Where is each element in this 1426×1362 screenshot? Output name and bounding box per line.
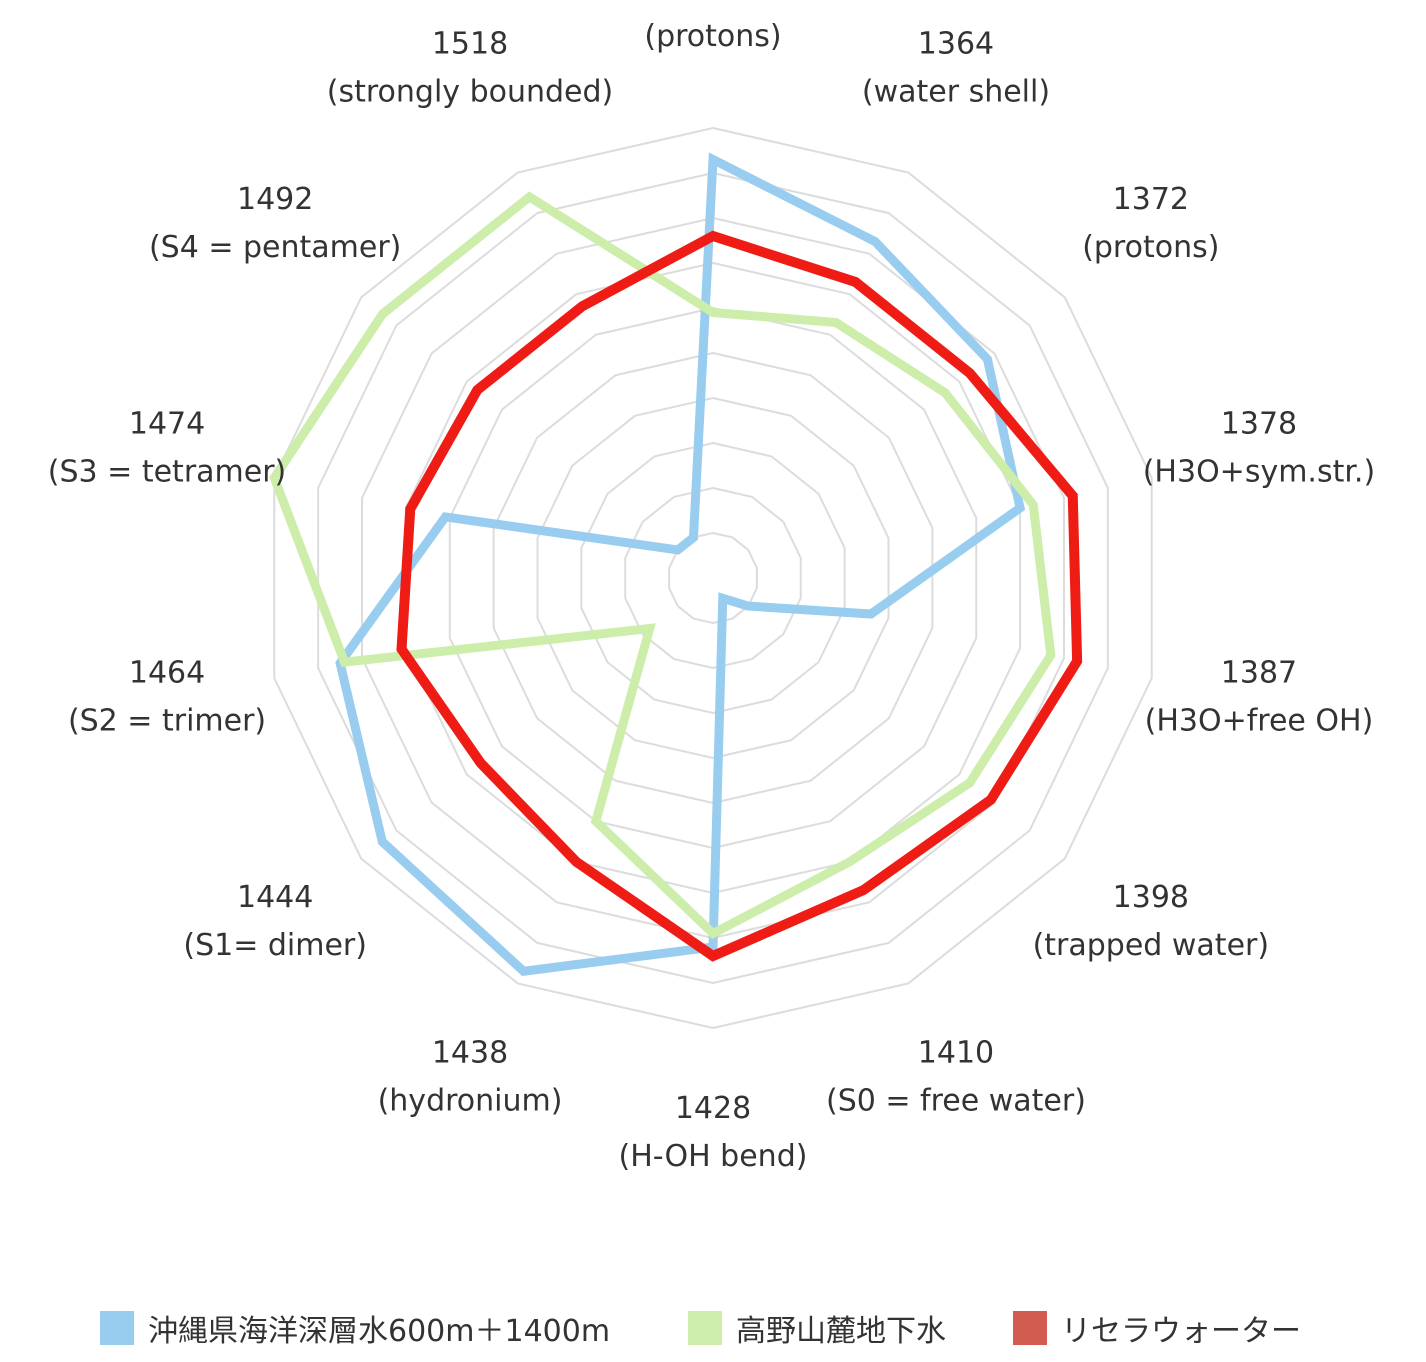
axis-label-value-9: 1444: [237, 880, 313, 915]
axis-label-desc-10: (S2 = trimer): [68, 704, 266, 739]
grid-ring-2: [624, 486, 802, 670]
radar-series: [269, 152, 1083, 977]
axis-label-value-2: 1372: [1113, 182, 1189, 217]
axis-label-desc-0: (protons): [644, 19, 781, 54]
radar-chart: 1344 (protons) 1364 (water shell) 1372 (proto…: [48, 0, 1375, 1174]
axis-labels: 1344 (protons) 1364 (water shell) 1372 (proto…: [48, 0, 1375, 1174]
legend-item-koyasan: 高野山麓地下水: [688, 1305, 946, 1350]
axis-label-desc-7: (H-OH bend): [619, 1139, 808, 1174]
axis-label-value-8: 1438: [432, 1036, 508, 1071]
axis-label-11: 1474 (S3 = tetramer): [48, 406, 286, 489]
axis-label-value-10: 1464: [129, 656, 205, 691]
axis-label-7: 1428 (H-OH bend): [619, 1091, 808, 1174]
axis-label-desc-8: (hydronium): [378, 1084, 563, 1119]
legend-label-risera: リセラウォーター: [1061, 1313, 1301, 1349]
axis-label-value-3: 1378: [1221, 406, 1297, 441]
axis-label-2: 1372 (protons): [1082, 182, 1219, 265]
axis-label-6: 1410 (S0 = free water): [826, 1036, 1086, 1119]
axis-label-1: 1364 (water shell): [862, 26, 1050, 109]
legend-label-koyasan: 高野山麓地下水: [736, 1313, 946, 1349]
axis-label-10: 1464 (S2 = trimer): [68, 656, 266, 739]
legend-swatch-koyasan: [688, 1310, 722, 1345]
legend-item-risera: リセラウォーター: [1013, 1305, 1301, 1350]
grid-ring-3: [580, 441, 846, 715]
axis-label-desc-1: (water shell): [862, 74, 1050, 109]
axis-label-value-7: 1428: [675, 1091, 751, 1126]
axis-label-desc-3: (H3O+sym.str.): [1143, 454, 1375, 489]
grid-ring-9: [317, 171, 1109, 985]
axis-label-value-11: 1474: [129, 406, 205, 441]
axis-label-desc-9: (S1= dimer): [183, 928, 367, 963]
grid-ring-6: [448, 306, 978, 850]
axis-label-desc-11: (S3 = tetramer): [48, 454, 286, 489]
legend-item-okinawa: 沖縄県海洋深層水600m＋1400m: [100, 1305, 610, 1350]
grid-ring-4: [536, 396, 890, 760]
legend: 沖縄県海洋深層水600m＋1400m 高野山麓地下水 リセラウォーター: [0, 1305, 1426, 1350]
series-line-1: [269, 191, 1056, 939]
series-line-2: [396, 230, 1083, 962]
axis-label-value-4: 1387: [1221, 656, 1297, 691]
grid-ring-1: [668, 531, 758, 625]
legend-swatch-okinawa: [100, 1310, 134, 1345]
axis-label-desc-13: (strongly bounded): [327, 74, 613, 109]
axis-label-13: 1518 (strongly bounded): [327, 26, 613, 109]
axis-label-desc-2: (protons): [1082, 230, 1219, 265]
legend-swatch-risera: [1013, 1310, 1047, 1345]
axis-label-value-13: 1518: [432, 26, 508, 61]
axis-label-value-12: 1492: [237, 182, 313, 217]
axis-label-12: 1492 (S4 = pentamer): [149, 182, 401, 265]
axis-label-8: 1438 (hydronium): [378, 1036, 563, 1119]
axis-label-0: 1344 (protons): [644, 0, 781, 54]
axis-label-4: 1387 (H3O+free OH): [1145, 656, 1374, 739]
axis-label-desc-5: (trapped water): [1033, 928, 1269, 963]
axis-label-3: 1378 (H3O+sym.str.): [1143, 406, 1375, 489]
legend-label-okinawa: 沖縄県海洋深層水600m＋1400m: [148, 1313, 611, 1349]
axis-label-5: 1398 (trapped water): [1033, 880, 1269, 963]
axis-label-value-5: 1398: [1113, 880, 1189, 915]
axis-label-desc-12: (S4 = pentamer): [149, 230, 401, 265]
axis-label-desc-6: (S0 = free water): [826, 1084, 1086, 1119]
axis-label-value-6: 1410: [918, 1036, 994, 1071]
axis-label-desc-4: (H3O+free OH): [1145, 704, 1374, 739]
axis-label-value-0: 1344: [675, 0, 751, 6]
axis-label-9: 1444 (S1= dimer): [183, 880, 367, 963]
axis-label-value-1: 1364: [918, 26, 994, 61]
grid-ring-5: [492, 351, 934, 805]
grid-ring-10: [273, 126, 1153, 1030]
